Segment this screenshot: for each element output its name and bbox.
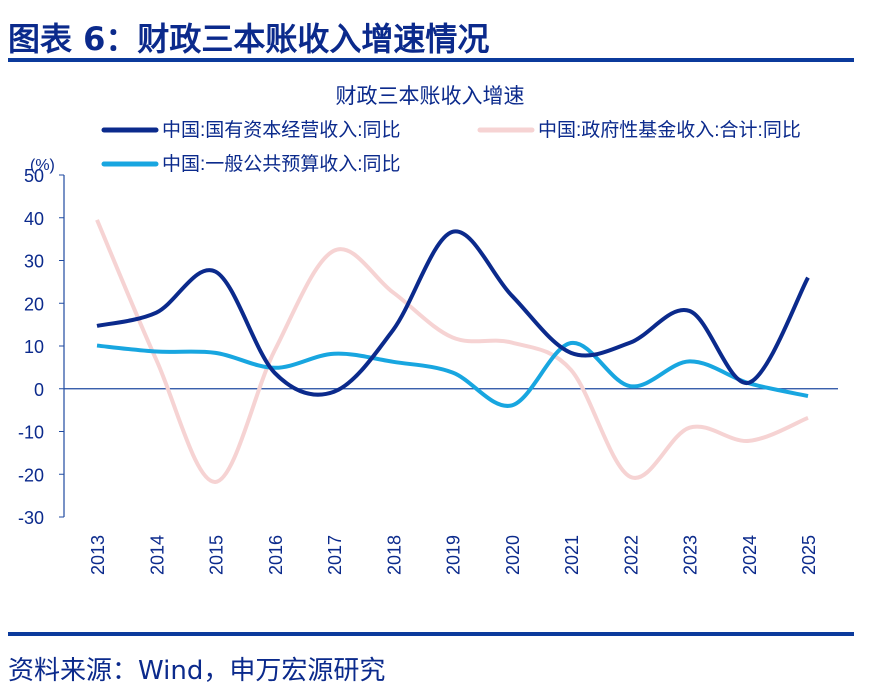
y-tick-label: 10 — [24, 337, 44, 357]
y-tick-label: 30 — [24, 252, 44, 272]
y-unit-label: (%) — [30, 157, 55, 174]
title-rule — [8, 58, 854, 62]
y-tick-label: 50 — [24, 166, 44, 186]
series-line-0 — [96, 229, 810, 397]
x-tick-label: 2018 — [384, 535, 404, 575]
x-tick-label: 2017 — [325, 535, 345, 575]
x-tick-label: 2024 — [740, 535, 760, 575]
y-tick-label: 20 — [24, 294, 44, 314]
y-tick-label: -30 — [18, 508, 44, 528]
x-tick-label: 2021 — [562, 535, 582, 575]
legend: 中国:国有资本经营收入:同比 中国:政府性基金收入:合计:同比中国:一般公共预算收… — [101, 119, 801, 175]
x-tick-label: 2014 — [147, 535, 167, 575]
y-tick-label: 0 — [34, 380, 44, 400]
x-tick-label: 2022 — [621, 535, 641, 575]
x-tick-label: 2016 — [266, 535, 286, 575]
y-tick-label: -10 — [18, 423, 44, 443]
source-note: 资料来源：Wind，申万宏源研究 — [8, 656, 386, 686]
x-tick-label: 2015 — [207, 535, 227, 575]
x-tick-label: 2019 — [444, 535, 464, 575]
x-tick-label: 2025 — [799, 535, 819, 575]
legend-label: 中国:政府性基金收入:合计:同比 — [538, 119, 801, 141]
x-tick-label: 2020 — [503, 535, 523, 575]
x-tick-label: 2023 — [681, 535, 701, 575]
chart-title: 财政三本账收入增速 — [336, 85, 525, 108]
y-tick-label: 40 — [24, 209, 44, 229]
source-rule — [8, 632, 854, 636]
legend-label: 中国:国有资本经营收入:同比 — [162, 119, 401, 141]
y-tick-label: -20 — [18, 465, 44, 485]
chart: 财政三本账收入增速 中国:国有资本经营收入:同比 中国:政府性基金收入:合计:同比… — [18, 85, 838, 575]
figure-title: 图表 6：财政三本账收入增速情况 — [8, 20, 490, 58]
series-line-1 — [95, 219, 809, 484]
legend-label: 中国:一般公共预算收入:同比 — [162, 153, 401, 175]
series-line-2 — [96, 341, 809, 408]
x-tick-label: 2013 — [88, 535, 108, 575]
